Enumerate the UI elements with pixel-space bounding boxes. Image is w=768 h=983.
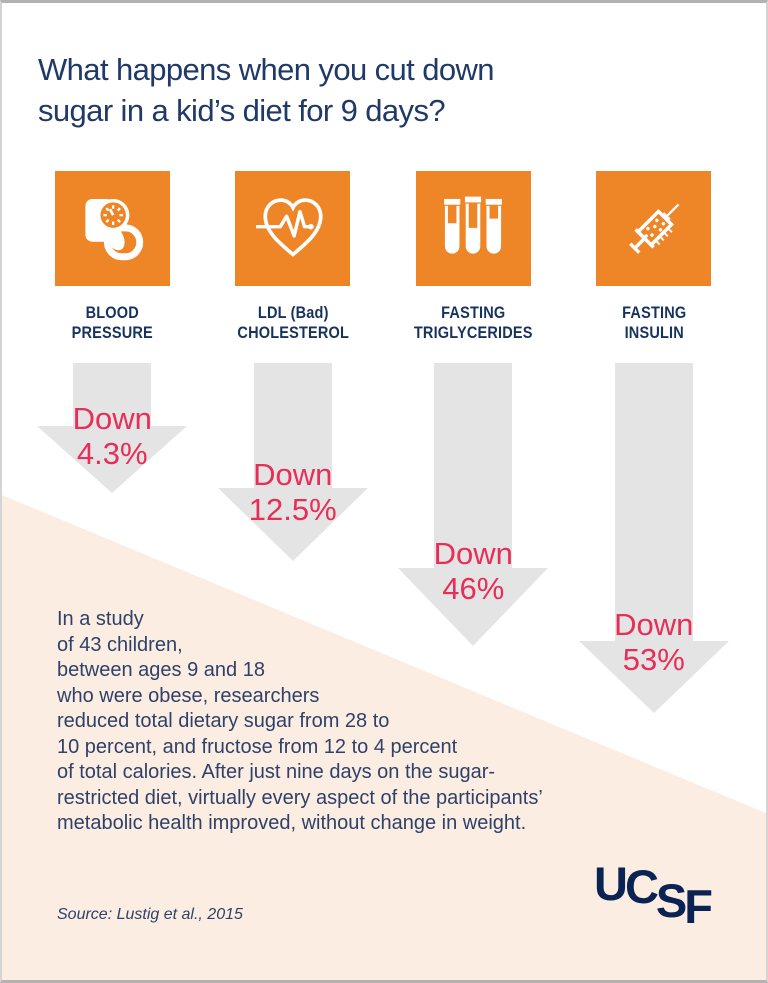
blood-pressure-icon: [54, 171, 170, 286]
syringe-icon: [596, 171, 712, 286]
metric-label: LDL (Bad) CHOLESTEROL: [236, 304, 349, 342]
page-title: What happens when you cut down sugar in …: [38, 52, 495, 128]
logo-letter: U: [594, 857, 628, 910]
down-arrow: [217, 363, 368, 561]
metric-label: BLOOD PRESSURE: [71, 304, 153, 342]
logo-letter: S: [655, 874, 687, 927]
metrics-row: BLOOD PRESSURE Down 4.3% LDL (Bad) CHOLE…: [22, 171, 744, 731]
test-tubes-icon: [415, 171, 531, 286]
down-percent: 53%: [622, 642, 685, 677]
down-value: Down 53%: [564, 607, 745, 677]
down-value: Down 12.5%: [203, 457, 384, 527]
down-percent: 46%: [442, 571, 505, 606]
metric-label: FASTING TRIGLYCERIDES: [413, 304, 533, 342]
down-word: Down: [433, 536, 513, 571]
heart-pulse-icon: [235, 171, 351, 286]
down-percent: 12.5%: [248, 492, 337, 527]
peach-diagonal-background: [2, 494, 766, 980]
down-arrow: [398, 363, 549, 646]
logo-letter: C: [624, 860, 659, 913]
down-percent: 4.3%: [76, 436, 148, 471]
down-word: Down: [253, 457, 333, 492]
down-word: Down: [614, 607, 694, 642]
ucsf-logo: UCSF: [594, 856, 713, 933]
source-citation: Source: Lustig et al., 2015: [57, 906, 243, 923]
metric-column-fasting-triglycerides: FASTING TRIGLYCERIDES Down 46%: [383, 171, 564, 731]
metric-column-ldl-cholesterol: LDL (Bad) CHOLESTEROL Down 12.5%: [203, 171, 384, 731]
down-arrow: [578, 363, 729, 713]
down-arrow: [37, 363, 188, 493]
logo-letter: F: [684, 880, 713, 933]
metric-column-blood-pressure: BLOOD PRESSURE Down 4.3%: [22, 171, 203, 731]
down-word: Down: [72, 401, 152, 436]
metric-column-fasting-insulin: FASTING INSULIN Down 53%: [564, 171, 745, 731]
down-value: Down 46%: [383, 536, 564, 606]
metric-label: FASTING INSULIN: [621, 304, 686, 342]
study-description: In a study of 43 children, between ages …: [57, 608, 543, 834]
down-value: Down 4.3%: [22, 401, 203, 471]
